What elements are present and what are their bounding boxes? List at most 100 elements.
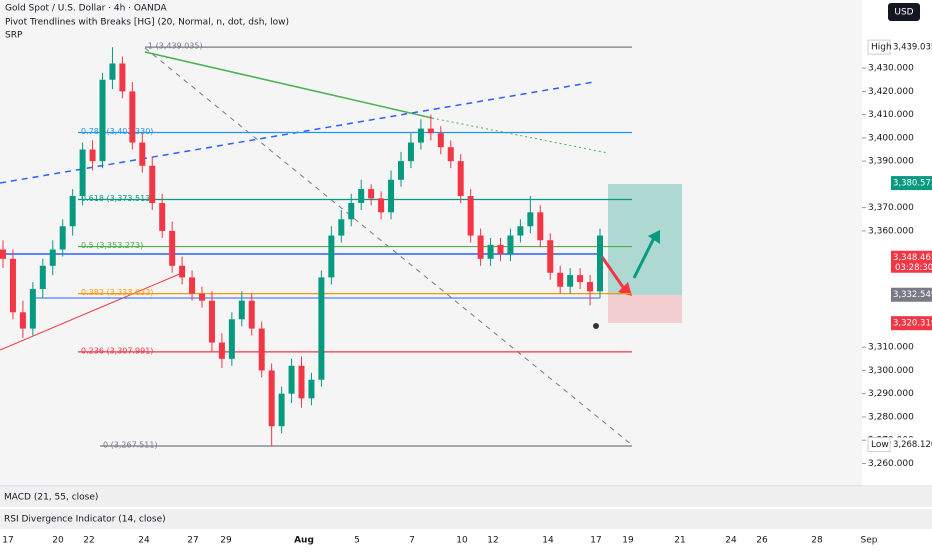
candle-body [29, 289, 36, 329]
price-tag-label: 3,320.319 [893, 319, 932, 329]
candle-body [69, 196, 76, 227]
y-tick-label: 3,400.000 [868, 133, 914, 143]
x-tick-label: 27 [187, 536, 198, 546]
x-tick-label: 21 [674, 536, 685, 546]
candle-body [89, 149, 96, 162]
candle-body [378, 198, 385, 213]
y-tick-label: 3,410.000 [868, 110, 914, 120]
loss-zone [608, 295, 682, 323]
candle-body [348, 203, 355, 220]
candle-body [179, 265, 186, 278]
candle-body [507, 235, 514, 255]
price-tag [891, 437, 932, 452]
candle-body [59, 226, 66, 250]
candle-body [417, 128, 424, 143]
y-tick-label: 3,430.000 [868, 64, 914, 74]
candle-body [129, 91, 136, 143]
arrow-head [648, 230, 660, 244]
candle-body [328, 235, 335, 278]
y-tick-label: 3,290.000 [868, 389, 914, 399]
fib-label: 0 (3,267.511) [103, 440, 158, 449]
candle-body [298, 365, 305, 399]
candle-body [447, 147, 454, 162]
arrow-up [632, 237, 656, 279]
marker [593, 323, 599, 329]
price-tag-label: 3,439.035 [893, 43, 932, 53]
candle-body [577, 275, 584, 283]
candle-body [208, 300, 215, 343]
tag-prefix-bg [867, 39, 891, 55]
candle-body [109, 63, 116, 80]
candle-body [398, 161, 404, 180]
candle-body [19, 312, 26, 329]
candle-body [587, 282, 594, 292]
x-tick-label: 17 [590, 536, 601, 546]
fib-label: 0.382 (3,333.033) [81, 288, 153, 297]
candle-body [218, 342, 225, 359]
candle-body [547, 240, 554, 273]
trendline [144, 51, 433, 119]
x-tick-label: 28 [811, 536, 823, 546]
fib-label: 0.786 (3,402.330) [81, 127, 153, 136]
candle-body [388, 179, 395, 213]
candle-body [9, 258, 16, 313]
candle-body [368, 189, 375, 199]
candle-body [79, 149, 86, 197]
plot-bg [0, 0, 862, 486]
x-tick-label: Aug [294, 536, 314, 546]
x-tick-label: 12 [487, 536, 498, 546]
candle-body [228, 319, 235, 359]
price-tag [891, 176, 932, 191]
tag-prefix: High [871, 43, 892, 53]
y-tick-label: 3,390.000 [868, 157, 914, 167]
tag-prefix: Low [871, 440, 889, 450]
candle-body [149, 165, 156, 204]
candle-body [199, 293, 205, 301]
y-tick-label: 3,310.000 [868, 343, 914, 353]
candle-body [308, 379, 315, 399]
candle-body [338, 219, 345, 236]
x-tick-label: 22 [83, 536, 94, 546]
candle-body [189, 277, 196, 294]
candle-body [517, 226, 524, 236]
candle-body [238, 300, 245, 320]
candle-body [49, 249, 56, 266]
x-tick-label: 26 [756, 536, 768, 546]
currency-button[interactable] [888, 3, 920, 21]
y-tick-label: 3,280.000 [868, 412, 914, 422]
candle-body [537, 212, 544, 241]
profit-zone [608, 184, 682, 295]
candle-body [288, 365, 295, 394]
price-timer: 03:28:30 [895, 263, 932, 273]
fib-label: 0.618 (3,373.513) [81, 194, 153, 203]
candle-body [119, 63, 126, 92]
candle-body [527, 212, 534, 227]
x-tick-label: 19 [622, 536, 634, 546]
candle-body [557, 272, 564, 287]
candle-body [169, 230, 176, 266]
candle-body [318, 277, 325, 380]
candle-body [268, 370, 275, 427]
indicator: Pivot Trendlines with Breaks [HG] (20, N… [5, 18, 289, 28]
candle-body [99, 79, 106, 162]
x-tick-label: 24 [138, 536, 150, 546]
price-tag [891, 316, 932, 331]
x-tick-label: 5 [354, 536, 360, 546]
y-tick-label: 3,300.000 [868, 366, 914, 376]
fib-label: 0.5 (3,353.273) [81, 241, 143, 250]
price-tag-label: 3,348.465 [893, 253, 932, 263]
candle-body [597, 235, 603, 292]
arrow-head [618, 282, 632, 296]
currency[interactable]: USD [894, 8, 913, 18]
fib-label: 0.236 (3,307.991) [81, 346, 153, 355]
price-tag [891, 287, 932, 302]
candle-body [248, 300, 255, 329]
candle-body [39, 265, 46, 290]
candle-body [258, 328, 265, 371]
candle-body [477, 235, 484, 259]
x-tick-label: 24 [725, 536, 737, 546]
candle-body [278, 393, 285, 427]
price-tag [891, 40, 932, 55]
x-tick-label: 10 [456, 536, 468, 546]
